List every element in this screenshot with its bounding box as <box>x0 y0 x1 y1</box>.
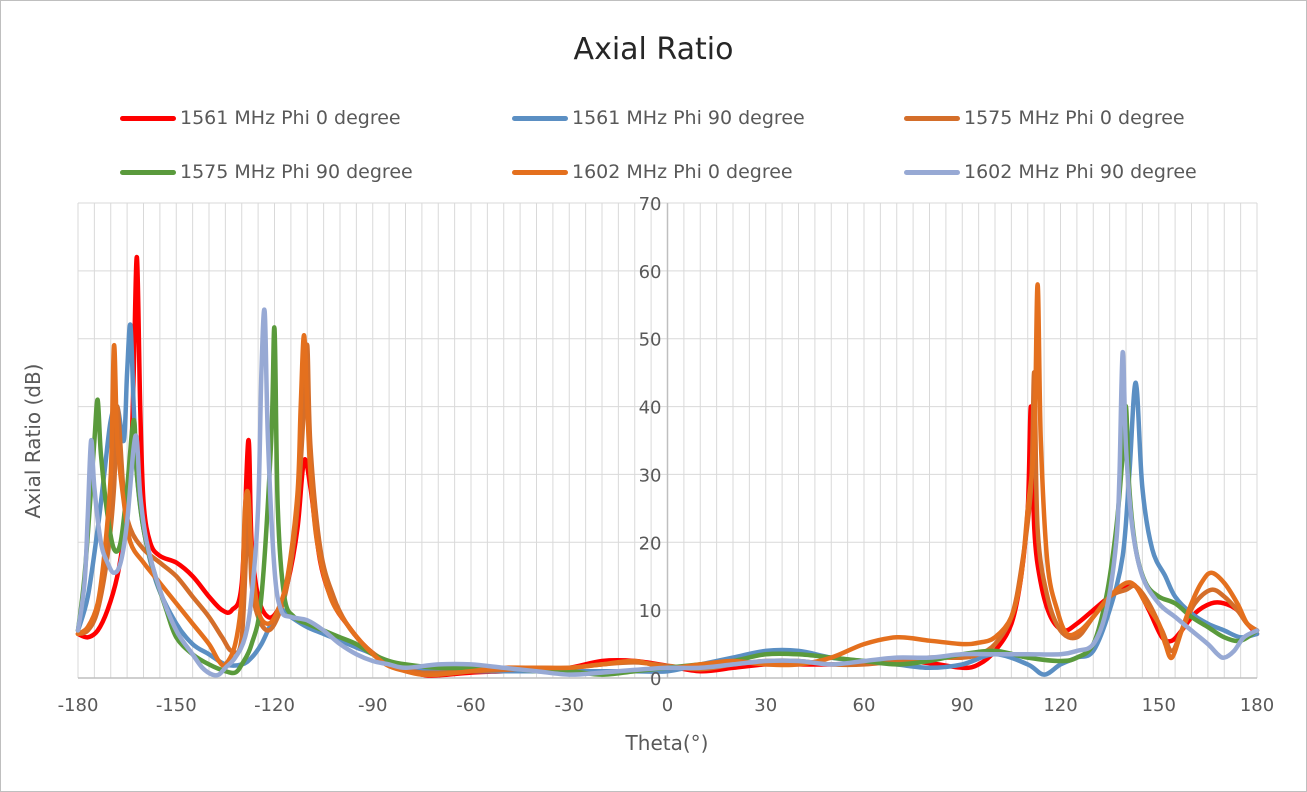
x-axis-title: Theta(°) <box>625 731 709 755</box>
legend-item: 1602 MHz Phi 0 degree <box>512 160 793 184</box>
x-tick-label: 30 <box>754 695 777 716</box>
legend-swatch <box>512 115 568 121</box>
legend-label: 1602 MHz Phi 0 degree <box>572 161 793 183</box>
y-tick-label: 20 <box>639 533 662 554</box>
legend-swatch <box>904 115 960 121</box>
x-tick-label: 90 <box>951 695 974 716</box>
legend-label: 1602 MHz Phi 90 degree <box>964 161 1197 183</box>
y-tick-label: 60 <box>639 262 662 283</box>
x-tick-label: -150 <box>156 695 197 716</box>
legend-item: 1561 MHz Phi 0 degree <box>120 106 401 130</box>
x-tick-labels: -180 -150 -120 -90 -60 -30 0 30 60 90 120 150 180 <box>58 695 1275 716</box>
y-tick-label: 40 <box>639 398 662 419</box>
y-tick-labels: 0 10 20 30 40 50 60 70 <box>639 194 662 690</box>
legend-label: 1561 MHz Phi 90 degree <box>572 107 805 129</box>
chart-title: Axial Ratio <box>573 32 734 67</box>
x-tick-label: -180 <box>58 695 99 716</box>
legend-label: 1575 MHz Phi 90 degree <box>180 161 413 183</box>
gridlines <box>77 202 1258 679</box>
x-tick-label: -90 <box>358 695 387 716</box>
y-tick-label: 30 <box>639 465 662 486</box>
y-tick-label: 0 <box>650 669 661 690</box>
legend-swatch <box>904 169 960 175</box>
y-tick-label: 70 <box>639 194 662 215</box>
y-tick-label: 10 <box>639 601 662 622</box>
legend-item: 1602 MHz Phi 90 degree <box>904 160 1197 184</box>
x-tick-label: 0 <box>662 695 673 716</box>
y-tick-label: 50 <box>639 330 662 351</box>
x-tick-label: 120 <box>1043 695 1077 716</box>
x-tick-label: -60 <box>456 695 485 716</box>
legend-swatch <box>120 115 176 121</box>
legend-item: 1575 MHz Phi 90 degree <box>120 160 413 184</box>
x-tick-label: 60 <box>853 695 876 716</box>
x-tick-label: 180 <box>1240 695 1274 716</box>
legend-item: 1575 MHz Phi 0 degree <box>904 106 1185 130</box>
legend-swatch <box>512 169 568 175</box>
y-axis-title: Axial Ratio (dB) <box>21 364 45 519</box>
legend-item: 1561 MHz Phi 90 degree <box>512 106 805 130</box>
series-line-6 <box>75 307 1260 678</box>
x-tick-label: 150 <box>1142 695 1176 716</box>
legend-label: 1575 MHz Phi 0 degree <box>964 107 1185 129</box>
series-lines <box>75 255 1260 678</box>
x-tick-label: -30 <box>555 695 584 716</box>
x-tick-label: -120 <box>254 695 295 716</box>
legend-swatch <box>120 169 176 175</box>
legend-label: 1561 MHz Phi 0 degree <box>180 107 401 129</box>
